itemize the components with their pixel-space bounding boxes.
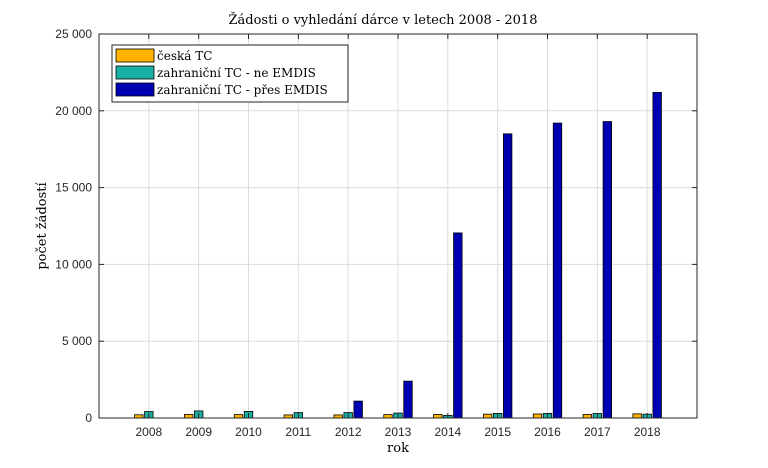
bar <box>652 91 662 419</box>
bar <box>453 232 463 419</box>
x-tick-label: 2009 <box>185 425 212 439</box>
x-tick-label: 2014 <box>434 425 461 439</box>
bar <box>383 414 393 419</box>
bar <box>632 413 642 419</box>
x-tick-label: 2012 <box>335 425 362 439</box>
bar <box>532 413 543 419</box>
y-tick-label: 25 000 <box>55 27 92 41</box>
chart-title: Žádosti o vyhledání dárce v letech 2008 … <box>229 12 538 28</box>
bar <box>403 380 413 419</box>
x-tick-label: 2015 <box>484 425 511 439</box>
legend-label: česká TC <box>157 49 212 63</box>
x-tick-label: 2017 <box>584 425 611 439</box>
bar <box>483 413 493 419</box>
x-axis-label: rok <box>387 441 409 456</box>
y-axis-ticks: 0 5 000 10 000 15 000 20 000 25 000 <box>55 27 697 425</box>
y-tick-label: 20 000 <box>55 104 92 118</box>
y-tick-label: 15 000 <box>55 181 92 195</box>
legend-label: zahraniční TC - ne EMDIS <box>157 66 316 80</box>
legend-swatch <box>115 65 155 80</box>
x-tick-label: 2016 <box>534 425 561 439</box>
x-tick-label: 2013 <box>385 425 412 439</box>
y-tick-label: 0 <box>85 411 92 425</box>
bar <box>582 414 592 419</box>
x-tick-label: 2010 <box>235 425 262 439</box>
bar <box>184 414 194 419</box>
legend-swatch <box>115 48 155 63</box>
legend: česká TC zahraniční TC - ne EMDIS zahranič… <box>111 44 349 103</box>
bar <box>433 414 443 419</box>
bar <box>552 122 563 419</box>
bar <box>233 414 244 419</box>
y-tick-label: 5 000 <box>62 334 92 348</box>
y-axis-label: počet žádostí <box>35 182 50 270</box>
x-tick-label: 2011 <box>285 425 311 439</box>
x-axis-ticks: 2008 2009 2010 2011 2012 2013 2014 2015 2016 2017… <box>135 34 661 439</box>
y-tick-label: 10 000 <box>55 257 92 271</box>
x-tick-label: 2018 <box>634 425 661 439</box>
bar <box>503 133 513 419</box>
bar <box>353 400 363 419</box>
legend-label: zahraniční TC - přes EMDIS <box>157 83 328 97</box>
legend-swatch <box>115 82 155 97</box>
x-tick-label: 2008 <box>135 425 162 439</box>
bar <box>602 121 612 419</box>
